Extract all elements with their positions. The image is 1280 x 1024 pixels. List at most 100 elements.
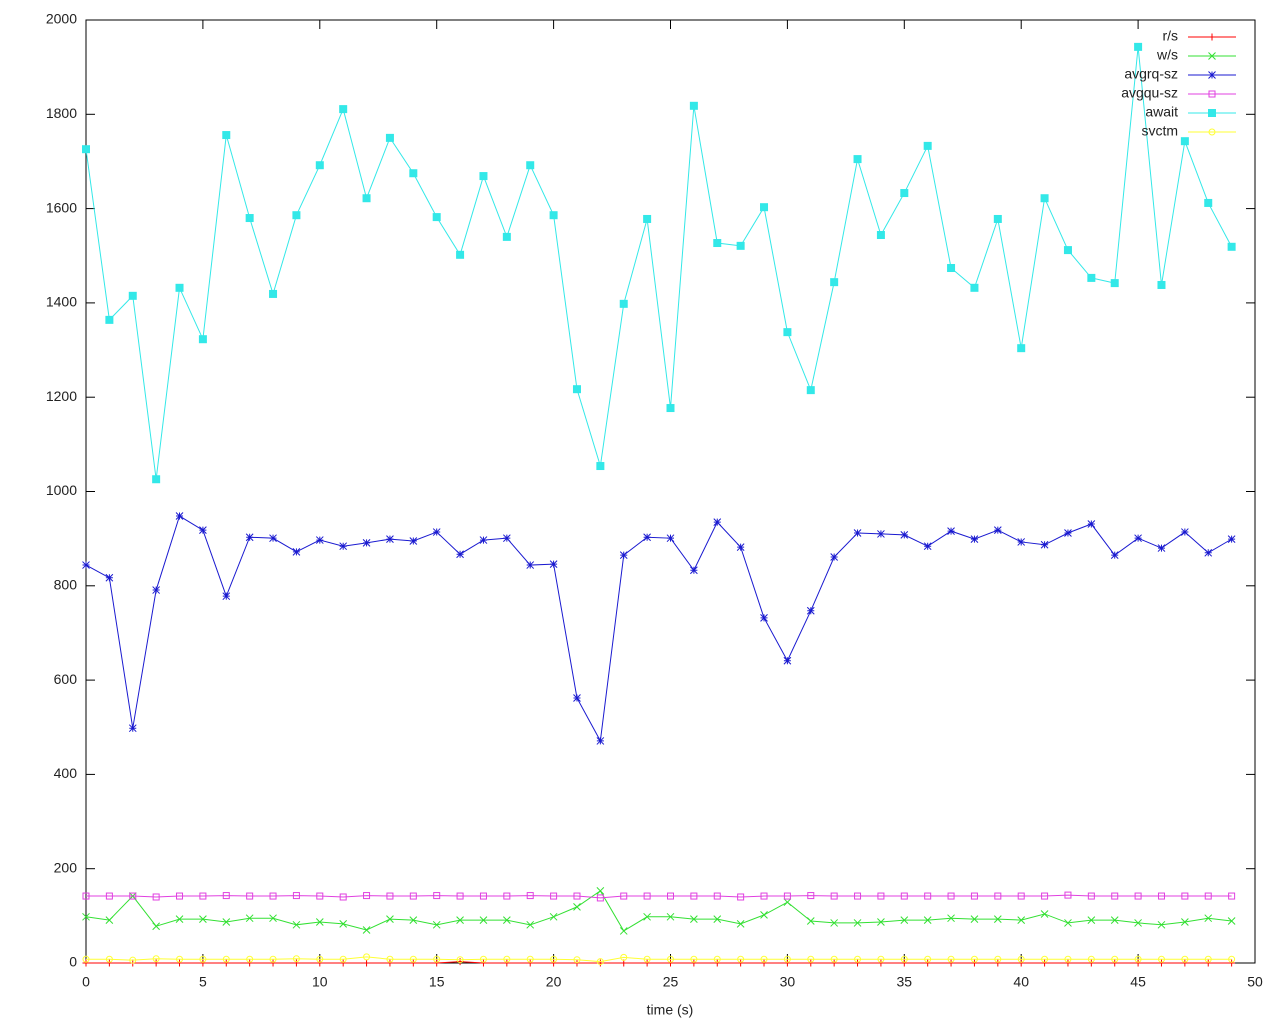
marker	[199, 915, 207, 924]
marker	[433, 959, 441, 967]
marker	[549, 560, 558, 568]
marker	[456, 916, 464, 924]
marker	[105, 959, 113, 967]
marker	[550, 892, 558, 900]
marker	[1227, 242, 1236, 251]
marker	[1111, 955, 1119, 963]
marker	[432, 920, 441, 929]
marker	[1208, 33, 1216, 41]
marker	[643, 912, 651, 921]
marker	[853, 919, 862, 927]
marker	[807, 955, 815, 963]
marker	[339, 920, 348, 928]
marker	[1208, 109, 1216, 117]
marker	[830, 278, 839, 287]
y-tick-label: 800	[54, 577, 78, 593]
marker	[152, 586, 160, 594]
y-tick-label: 0	[69, 954, 77, 970]
marker	[1134, 42, 1143, 51]
x-tick-label: 45	[1130, 974, 1146, 990]
marker	[128, 724, 137, 733]
marker	[1228, 892, 1236, 900]
y-tick-label: 1200	[46, 388, 77, 404]
marker	[900, 531, 909, 539]
marker	[1017, 955, 1025, 963]
marker	[1017, 538, 1026, 546]
marker	[105, 573, 114, 582]
marker	[736, 241, 745, 250]
marker	[1134, 892, 1142, 900]
marker	[970, 892, 978, 900]
marker	[736, 920, 745, 928]
marker	[152, 955, 160, 963]
marker	[339, 105, 348, 114]
marker	[1134, 919, 1142, 927]
x-tick-label: 10	[312, 974, 328, 990]
marker	[970, 955, 978, 963]
marker	[1064, 959, 1072, 967]
marker	[993, 214, 1002, 223]
marker	[713, 892, 721, 900]
marker	[643, 892, 651, 900]
marker	[549, 211, 558, 220]
marker	[643, 955, 651, 963]
marker	[526, 892, 534, 900]
marker	[1204, 198, 1213, 207]
marker	[432, 528, 441, 536]
marker	[1157, 544, 1166, 552]
marker	[1110, 279, 1119, 288]
marker	[619, 551, 628, 560]
y-tick-label: 2000	[46, 11, 77, 27]
marker	[760, 203, 769, 212]
marker	[175, 283, 184, 292]
marker	[503, 959, 511, 967]
marker	[573, 956, 581, 964]
marker	[549, 912, 558, 921]
marker	[550, 955, 558, 963]
marker	[316, 955, 324, 963]
marker	[783, 955, 791, 963]
marker	[970, 959, 978, 967]
marker	[854, 955, 862, 963]
marker	[830, 892, 838, 900]
marker	[503, 892, 511, 900]
marker	[1228, 955, 1236, 963]
marker	[479, 536, 488, 544]
marker	[269, 892, 277, 900]
marker	[105, 916, 114, 924]
marker	[667, 959, 674, 967]
marker	[339, 893, 347, 901]
marker	[1204, 548, 1213, 557]
marker	[900, 892, 908, 900]
marker	[246, 959, 254, 967]
marker	[760, 959, 768, 967]
marker	[947, 892, 955, 900]
marker	[1087, 916, 1096, 924]
marker	[1134, 959, 1142, 967]
marker	[339, 955, 347, 963]
marker	[502, 916, 511, 924]
marker	[152, 959, 160, 967]
marker	[923, 542, 932, 551]
marker	[433, 892, 441, 900]
marker	[666, 404, 675, 413]
marker	[386, 959, 394, 967]
marker	[947, 264, 956, 273]
marker	[1041, 955, 1049, 963]
marker	[433, 955, 441, 963]
marker	[176, 955, 184, 963]
marker	[806, 606, 815, 615]
marker	[1017, 892, 1025, 900]
marker	[830, 919, 839, 927]
marker	[456, 956, 464, 964]
marker	[269, 959, 277, 967]
marker	[690, 915, 698, 924]
marker	[432, 213, 441, 222]
marker	[199, 526, 207, 535]
marker	[363, 953, 371, 961]
marker	[245, 214, 254, 223]
marker	[1204, 892, 1212, 900]
marker	[152, 475, 161, 484]
marker	[269, 955, 277, 963]
x-tick-label: 5	[199, 974, 207, 990]
